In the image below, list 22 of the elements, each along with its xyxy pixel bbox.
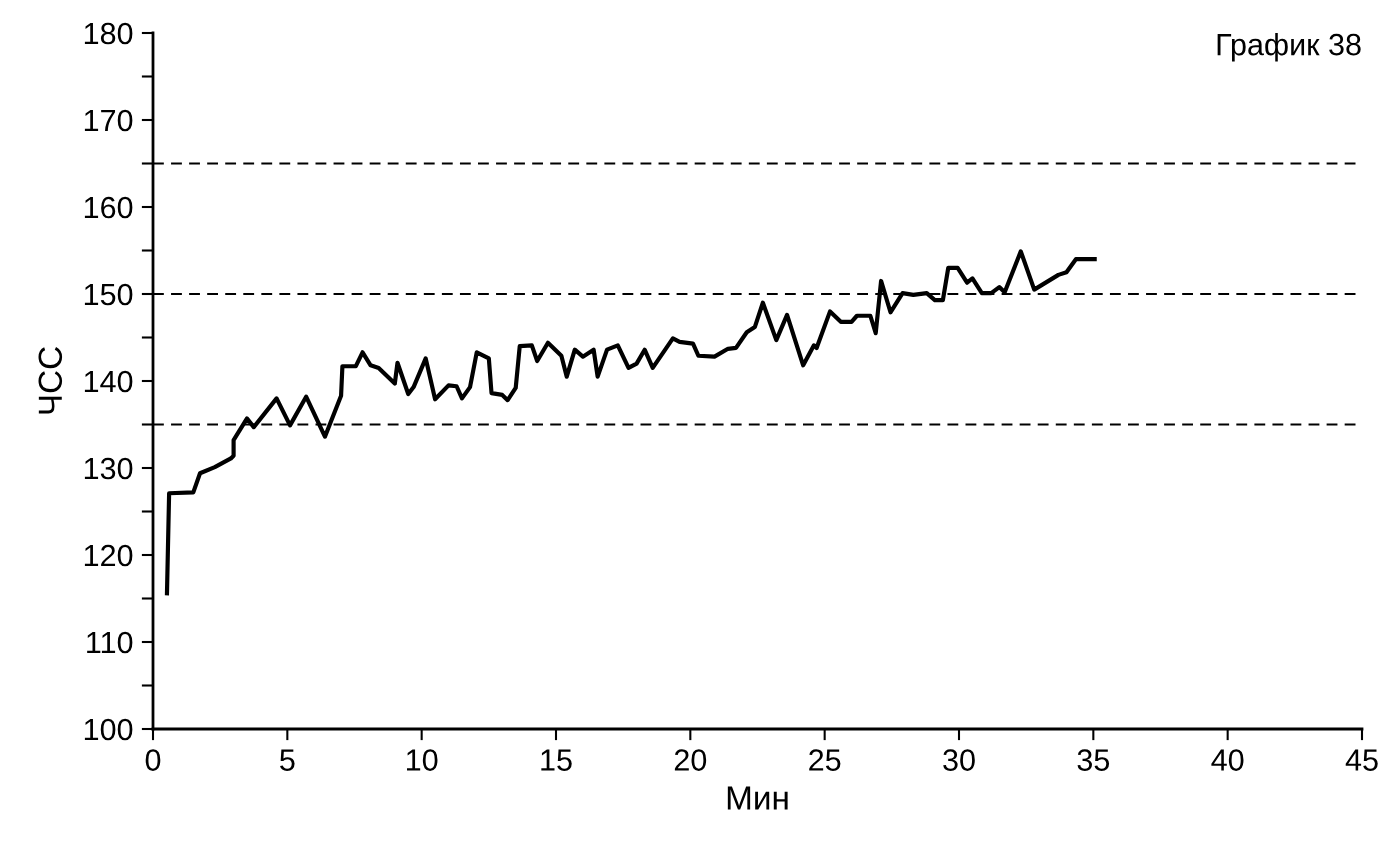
y-tick-label: 100 — [84, 718, 133, 741]
x-tick-label: 15 — [541, 749, 572, 771]
y-tick-label: 180 — [84, 22, 133, 45]
x-tick-label: 45 — [1345, 749, 1378, 771]
y-tick-label: 160 — [84, 196, 133, 219]
y-tick-label: 110 — [87, 631, 133, 654]
x-tick-label: 20 — [674, 749, 707, 771]
x-tick-label: 10 — [407, 749, 438, 771]
y-tick-label: 140 — [84, 370, 133, 393]
x-tick-label: 30 — [943, 749, 975, 771]
x-tick-label: 0 — [145, 749, 161, 771]
x-tick-label: 5 — [280, 749, 295, 771]
y-tick-label: 170 — [84, 109, 133, 132]
x-tick-label: 25 — [809, 749, 841, 771]
y-tick-label: 150 — [84, 283, 133, 306]
y-tick-label: 120 — [84, 544, 133, 567]
x-tick-label: 35 — [1077, 749, 1110, 771]
y-tick-label: 130 — [84, 457, 133, 480]
x-axis-title: Мин — [727, 786, 788, 810]
y-axis-title: ЧСС — [38, 347, 63, 414]
x-tick-label: 40 — [1211, 749, 1244, 771]
chart-title: График 38 — [1217, 33, 1361, 62]
